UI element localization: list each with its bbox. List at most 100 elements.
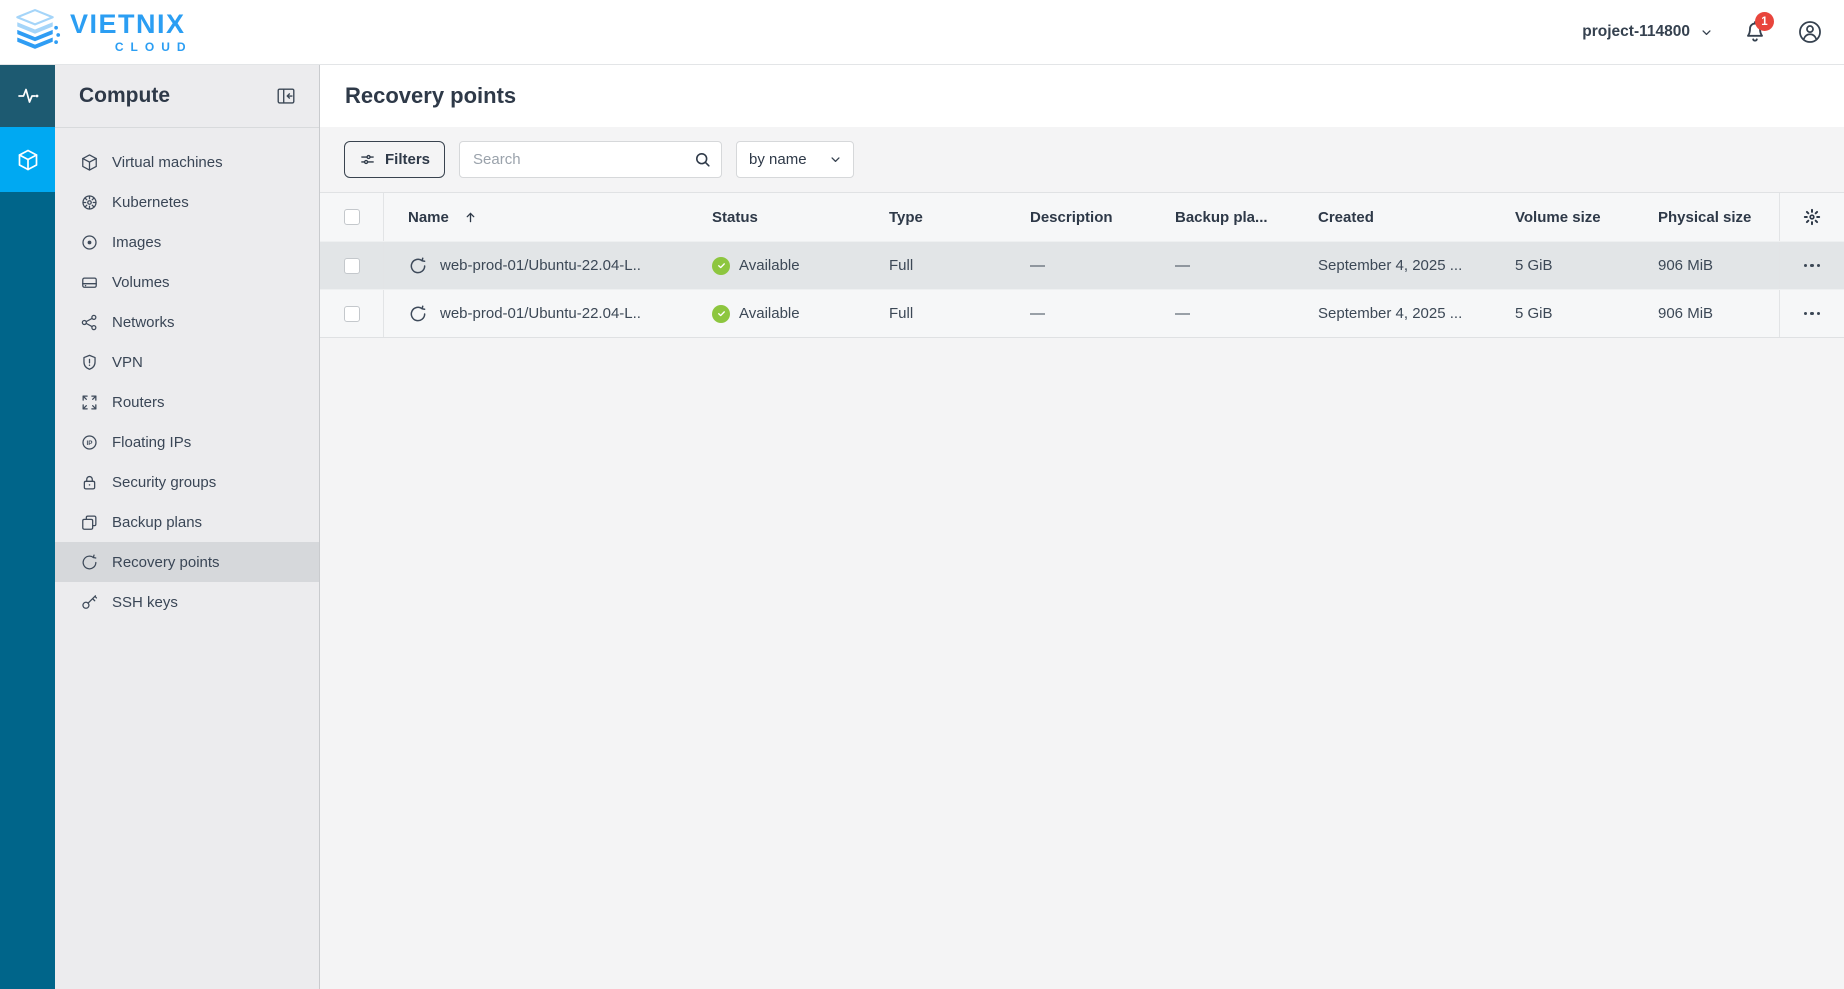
vm-icon [80,153,99,172]
cell-status: Available [688,242,865,289]
sidebar-item-networks[interactable]: Networks [55,302,319,342]
sidebar-item-security-groups[interactable]: Security groups [55,462,319,502]
cell-physical-size: 906 MiB [1634,242,1779,289]
select-all-cell [320,193,384,241]
column-header-label: Physical size [1658,208,1752,226]
notification-badge: 1 [1755,12,1774,31]
gear-icon[interactable] [1802,207,1822,227]
column-header-label: Description [1030,208,1113,226]
column-header-created[interactable]: Created [1294,193,1491,241]
page-title: Recovery points [345,83,517,108]
collapse-sidebar-button[interactable] [275,85,297,107]
cell-status: Available [688,290,865,337]
cell-created: September 4, 2025 ... [1294,290,1491,337]
shell: Compute Virtual machines Kubernetes Images… [0,65,1844,989]
sidebar-item-label: Security groups [112,473,217,491]
images-icon [80,233,99,252]
project-selector[interactable]: project-114800 [1582,23,1714,41]
row-actions-cell[interactable] [1779,290,1844,337]
sort-ascending-icon[interactable] [463,210,478,225]
recovery-point-name: web-prod-01/Ubuntu-22.04-L.. [440,305,641,322]
security-groups-icon [80,473,99,492]
sidebar-item-label: Backup plans [112,513,203,531]
cell-value: 5 GiB [1515,305,1553,322]
row-checkbox[interactable] [343,257,360,274]
top-header: VIETNIX CLOUD project-114800 1 [0,0,1844,65]
row-actions-cell[interactable] [1779,242,1844,289]
recovery-points-table: Name Status Type Description Backup pla... Cr… [320,192,1844,338]
main-content: Recovery points Filters by name Name Stat… [320,65,1844,989]
sidebar-item-backup-plans[interactable]: Backup plans [55,502,319,542]
backup-plans-icon [80,513,99,532]
search-icon [693,150,712,169]
sidebar-item-routers[interactable]: Routers [55,382,319,422]
sidebar-item-label: SSH keys [112,593,178,611]
filters-button[interactable]: Filters [344,141,446,178]
collapse-panel-icon [275,85,297,107]
sidebar-item-label: Routers [112,393,165,411]
row-select-cell [320,242,384,289]
user-menu-button[interactable] [1796,18,1824,46]
select-all-checkbox[interactable] [343,209,360,225]
column-header-description[interactable]: Description [1006,193,1151,241]
table-row[interactable]: web-prod-01/Ubuntu-22.04-L.. Available Ful… [320,290,1844,338]
table-row[interactable]: web-prod-01/Ubuntu-22.04-L.. Available Ful… [320,242,1844,290]
notifications-button[interactable]: 1 [1742,12,1774,45]
rail-item-compute[interactable] [0,127,55,192]
sidebar-item-volumes[interactable]: Volumes [55,262,319,302]
sidebar-item-label: Kubernetes [112,193,189,211]
column-settings-cell[interactable] [1779,193,1844,241]
sidebar-item-recovery-points[interactable]: Recovery points [55,542,319,582]
status-label: Available [739,305,800,322]
activity-icon [16,84,40,108]
rail-item-monitoring[interactable] [0,65,55,127]
sidebar: Compute Virtual machines Kubernetes Images… [55,65,320,989]
sidebar-item-ssh-keys[interactable]: SSH keys [55,582,319,622]
recovery-point-name: web-prod-01/Ubuntu-22.04-L.. [440,257,641,274]
sidebar-item-images[interactable]: Images [55,222,319,262]
column-header-physical-size[interactable]: Physical size [1634,193,1779,241]
sidebar-item-vpn[interactable]: VPN [55,342,319,382]
sidebar-menu: Virtual machines Kubernetes Images Volumes N… [55,128,319,622]
sidebar-item-virtual-machines[interactable]: Virtual machines [55,142,319,182]
column-header-volume-size[interactable]: Volume size [1491,193,1634,241]
row-menu-icon [1803,263,1821,268]
sidebar-item-kubernetes[interactable]: Kubernetes [55,182,319,222]
recovery-point-icon [408,304,428,324]
column-header-name[interactable]: Name [384,193,688,241]
chevron-down-icon [828,152,843,167]
cell-name: web-prod-01/Ubuntu-22.04-L.. [384,290,688,337]
sort-select[interactable]: by name [736,141,855,178]
column-header-backup-plan[interactable]: Backup pla... [1151,193,1294,241]
page-header: Recovery points [320,65,1844,127]
sidebar-item-label: Floating IPs [112,433,192,451]
sidebar-item-label: VPN [112,353,143,371]
cell-name: web-prod-01/Ubuntu-22.04-L.. [384,242,688,289]
sidebar-item-floating-ips[interactable]: IP Floating IPs [55,422,319,462]
cell-value: Full [889,257,914,274]
column-header-label: Volume size [1515,208,1601,226]
cell-type: Full [865,242,1006,289]
search-input[interactable] [459,141,723,178]
brand-sub: CLOUD [114,40,193,54]
floating-ips-icon: IP [80,433,99,452]
cell-value: — [1175,305,1190,322]
filters-icon [359,151,376,168]
cube-icon [16,148,40,172]
sidebar-item-label: Images [112,233,162,251]
row-select-cell [320,290,384,337]
sidebar-item-label: Networks [112,313,175,331]
column-header-type[interactable]: Type [865,193,1006,241]
svg-text:IP: IP [87,439,93,446]
table-body: web-prod-01/Ubuntu-22.04-L.. Available Ful… [320,242,1844,338]
cell-created: September 4, 2025 ... [1294,242,1491,289]
vietnix-logo[interactable]: VIETNIX CLOUD [8,7,186,57]
vietnix-logo-icon [8,7,62,57]
row-menu-icon [1803,311,1821,316]
status-label: Available [739,257,800,274]
row-checkbox[interactable] [343,305,360,322]
status-available-icon [712,256,730,275]
column-header-status[interactable]: Status [688,193,865,241]
search-box [459,141,723,178]
cell-backup-plan: — [1151,242,1294,289]
